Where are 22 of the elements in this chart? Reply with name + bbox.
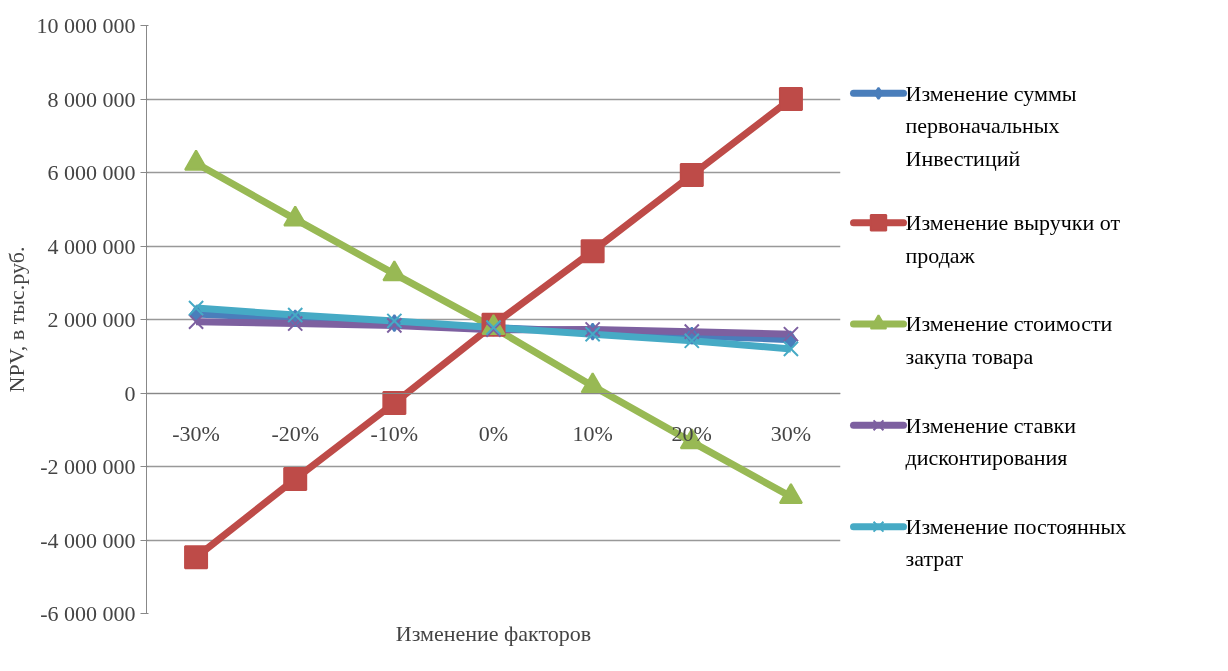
legend-label: Изменение суммы первоначальных Инвестиций — [905, 80, 1077, 171]
legend-label: Изменение постоянных затрат — [905, 513, 1127, 572]
x-tick-label: 10% — [572, 421, 613, 446]
y-tick-label: 10 000 000 — [36, 13, 136, 38]
x-axis-title: Изменение факторов — [395, 620, 592, 646]
y-tick-label: -4 000 000 — [40, 527, 136, 553]
legend-label: Изменение ставки дисконтирования — [905, 412, 1077, 471]
y-tick-label: -6 000 000 — [40, 601, 136, 626]
y-tick-label: 4 000 000 — [47, 233, 136, 259]
x-tick-label: -30% — [172, 421, 220, 446]
x-tick-label: -10% — [370, 421, 419, 446]
x-tick-label: 0% — [478, 421, 509, 446]
x-tick-label: 30% — [770, 421, 812, 446]
y-tick-label: 6 000 000 — [47, 160, 136, 185]
y-tick-label: 0 — [124, 380, 136, 406]
y-tick-label: 2 000 000 — [47, 307, 136, 332]
y-tick-label: -2 000 000 — [40, 454, 136, 479]
legend-label: Изменение выручки от продаж — [905, 210, 1121, 268]
y-axis-title: NPV, в тыс.руб. — [3, 246, 29, 393]
x-tick-label: -20% — [271, 421, 320, 446]
legend-label: Изменение стоимости закупа товара — [905, 311, 1113, 369]
y-tick-label: 8 000 000 — [47, 86, 136, 112]
